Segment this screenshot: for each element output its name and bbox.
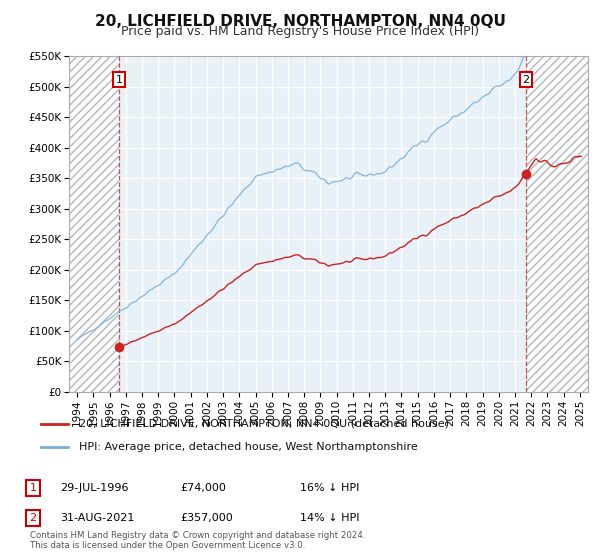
Text: 1: 1	[115, 74, 122, 85]
Text: 16% ↓ HPI: 16% ↓ HPI	[300, 483, 359, 493]
Text: £74,000: £74,000	[180, 483, 226, 493]
Text: HPI: Average price, detached house, West Northamptonshire: HPI: Average price, detached house, West…	[79, 442, 418, 452]
Text: 2: 2	[523, 74, 529, 85]
Text: £357,000: £357,000	[180, 513, 233, 523]
Text: 2: 2	[29, 513, 37, 523]
Text: 20, LICHFIELD DRIVE, NORTHAMPTON, NN4 0QU (detached house): 20, LICHFIELD DRIVE, NORTHAMPTON, NN4 0Q…	[79, 419, 449, 429]
Text: Price paid vs. HM Land Registry's House Price Index (HPI): Price paid vs. HM Land Registry's House …	[121, 25, 479, 38]
Text: 31-AUG-2021: 31-AUG-2021	[60, 513, 134, 523]
Bar	[526, 56, 588, 392]
Text: 29-JUL-1996: 29-JUL-1996	[60, 483, 128, 493]
Text: 14% ↓ HPI: 14% ↓ HPI	[300, 513, 359, 523]
Text: 1: 1	[29, 483, 37, 493]
Bar	[69, 56, 119, 392]
Text: Contains HM Land Registry data © Crown copyright and database right 2024.
This d: Contains HM Land Registry data © Crown c…	[30, 530, 365, 550]
Text: 20, LICHFIELD DRIVE, NORTHAMPTON, NN4 0QU: 20, LICHFIELD DRIVE, NORTHAMPTON, NN4 0Q…	[95, 14, 505, 29]
